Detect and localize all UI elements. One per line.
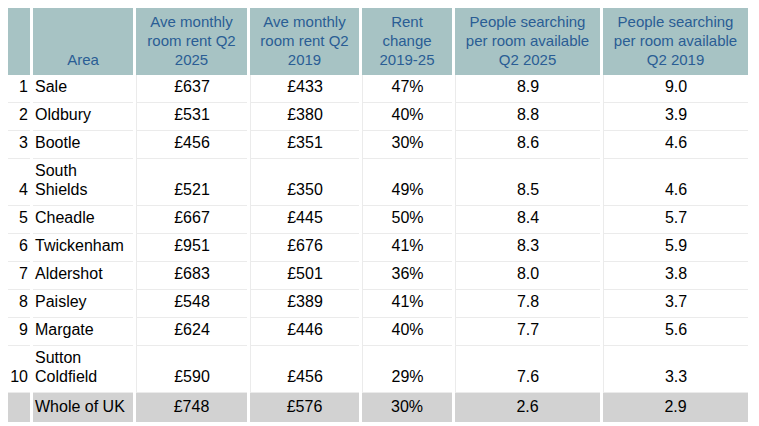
rent-q2-2019-cell: £501 <box>250 262 359 290</box>
rent-q2-2025-cell: £951 <box>136 234 247 262</box>
rent-change-cell: 41% <box>362 290 452 318</box>
table-row: 6 Twickenham £951 £676 41% 8.3 5.9 <box>8 234 748 262</box>
rent-change-cell: 29% <box>362 346 452 393</box>
summary-area-cell: Whole of UK <box>33 393 133 422</box>
rent-q2-2019-cell: £380 <box>250 103 359 131</box>
searchers-q2-2019-cell: 9.0 <box>603 75 748 103</box>
area-cell: Sale <box>33 75 133 103</box>
rank-cell: 8 <box>8 290 30 318</box>
rent-q2-2019-cell: £389 <box>250 290 359 318</box>
searchers-q2-2019-cell: 5.9 <box>603 234 748 262</box>
rent-q2-2019-cell: £456 <box>250 346 359 393</box>
table-row: 5 Cheadle £667 £445 50% 8.4 5.7 <box>8 206 748 234</box>
searchers-q2-2019-cell: 5.6 <box>603 318 748 346</box>
header-rank-blank <box>8 8 30 75</box>
searchers-q2-2025-cell: 8.9 <box>455 75 600 103</box>
summary-rent-q2-2019-cell: £576 <box>250 393 359 422</box>
rank-cell: 5 <box>8 206 30 234</box>
rent-change-cell: 47% <box>362 75 452 103</box>
area-cell: Cheadle <box>33 206 133 234</box>
header-rent-q2-2025: Ave monthly room rent Q2 2025 <box>136 8 247 75</box>
rank-cell: 3 <box>8 131 30 159</box>
rent-change-cell: 40% <box>362 103 452 131</box>
searchers-q2-2019-cell: 3.8 <box>603 262 748 290</box>
searchers-q2-2019-cell: 3.3 <box>603 346 748 393</box>
rank-cell: 10 <box>8 346 30 393</box>
area-cell: Paisley <box>33 290 133 318</box>
rent-change-cell: 36% <box>362 262 452 290</box>
table-row: 8 Paisley £548 £389 41% 7.8 3.7 <box>8 290 748 318</box>
searchers-q2-2019-cell: 4.6 <box>603 159 748 206</box>
area-cell: Margate <box>33 318 133 346</box>
header-area: Area <box>33 8 133 75</box>
summary-searchers-q2-2025-cell: 2.6 <box>455 393 600 422</box>
rank-cell: 1 <box>8 75 30 103</box>
searchers-q2-2025-cell: 8.8 <box>455 103 600 131</box>
rent-q2-2025-cell: £531 <box>136 103 247 131</box>
rent-change-cell: 41% <box>362 234 452 262</box>
header-rent-q2-2019: Ave monthly room rent Q2 2019 <box>250 8 359 75</box>
rank-cell: 7 <box>8 262 30 290</box>
rent-q2-2025-cell: £548 <box>136 290 247 318</box>
searchers-q2-2025-cell: 7.8 <box>455 290 600 318</box>
table-row: 1 Sale £637 £433 47% 8.9 9.0 <box>8 75 748 103</box>
rent-change-cell: 40% <box>362 318 452 346</box>
rent-q2-2019-cell: £351 <box>250 131 359 159</box>
searchers-q2-2025-cell: 8.5 <box>455 159 600 206</box>
searchers-q2-2025-cell: 7.7 <box>455 318 600 346</box>
rent-q2-2025-cell: £637 <box>136 75 247 103</box>
summary-row: Whole of UK £748 £576 30% 2.6 2.9 <box>8 393 748 422</box>
summary-searchers-q2-2019-cell: 2.9 <box>603 393 748 422</box>
header-searchers-q2-2025: People searching per room available Q2 2… <box>455 8 600 75</box>
searchers-q2-2025-cell: 8.4 <box>455 206 600 234</box>
header-row: Area Ave monthly room rent Q2 2025 Ave m… <box>8 8 748 75</box>
area-cell: Twickenham <box>33 234 133 262</box>
rank-cell: 4 <box>8 159 30 206</box>
table-row: 7 Aldershot £683 £501 36% 8.0 3.8 <box>8 262 748 290</box>
table-row: 3 Bootle £456 £351 30% 8.6 4.6 <box>8 131 748 159</box>
rent-q2-2019-cell: £350 <box>250 159 359 206</box>
room-rent-table: Area Ave monthly room rent Q2 2025 Ave m… <box>5 8 751 422</box>
searchers-q2-2025-cell: 8.6 <box>455 131 600 159</box>
area-cell: Bootle <box>33 131 133 159</box>
header-rent-change: Rent change 2019-25 <box>362 8 452 75</box>
searchers-q2-2025-cell: 8.3 <box>455 234 600 262</box>
searchers-q2-2019-cell: 3.7 <box>603 290 748 318</box>
rent-q2-2025-cell: £624 <box>136 318 247 346</box>
rent-q2-2025-cell: £521 <box>136 159 247 206</box>
table-row: 2 Oldbury £531 £380 40% 8.8 3.9 <box>8 103 748 131</box>
rent-q2-2019-cell: £445 <box>250 206 359 234</box>
table-body: 1 Sale £637 £433 47% 8.9 9.0 2 Oldbury £… <box>8 75 748 393</box>
summary-rent-change-cell: 30% <box>362 393 452 422</box>
rent-q2-2025-cell: £590 <box>136 346 247 393</box>
rank-cell: 6 <box>8 234 30 262</box>
rent-change-cell: 30% <box>362 131 452 159</box>
table-row: 10 Sutton Coldfield £590 £456 29% 7.6 3.… <box>8 346 748 393</box>
rank-cell: 9 <box>8 318 30 346</box>
table-row: 9 Margate £624 £446 40% 7.7 5.6 <box>8 318 748 346</box>
area-cell: South Shields <box>33 159 133 206</box>
searchers-q2-2019-cell: 4.6 <box>603 131 748 159</box>
searchers-q2-2019-cell: 3.9 <box>603 103 748 131</box>
rent-q2-2019-cell: £446 <box>250 318 359 346</box>
rent-q2-2025-cell: £683 <box>136 262 247 290</box>
rent-q2-2025-cell: £456 <box>136 131 247 159</box>
area-cell: Oldbury <box>33 103 133 131</box>
summary-rank-cell <box>8 393 30 422</box>
rent-change-cell: 50% <box>362 206 452 234</box>
searchers-q2-2025-cell: 8.0 <box>455 262 600 290</box>
searchers-q2-2019-cell: 5.7 <box>603 206 748 234</box>
area-cell: Sutton Coldfield <box>33 346 133 393</box>
rent-q2-2025-cell: £667 <box>136 206 247 234</box>
header-searchers-q2-2019: People searching per room available Q2 2… <box>603 8 748 75</box>
table-row: 4 South Shields £521 £350 49% 8.5 4.6 <box>8 159 748 206</box>
rent-q2-2019-cell: £676 <box>250 234 359 262</box>
rank-cell: 2 <box>8 103 30 131</box>
summary-rent-q2-2025-cell: £748 <box>136 393 247 422</box>
rent-q2-2019-cell: £433 <box>250 75 359 103</box>
searchers-q2-2025-cell: 7.6 <box>455 346 600 393</box>
area-cell: Aldershot <box>33 262 133 290</box>
rent-change-cell: 49% <box>362 159 452 206</box>
